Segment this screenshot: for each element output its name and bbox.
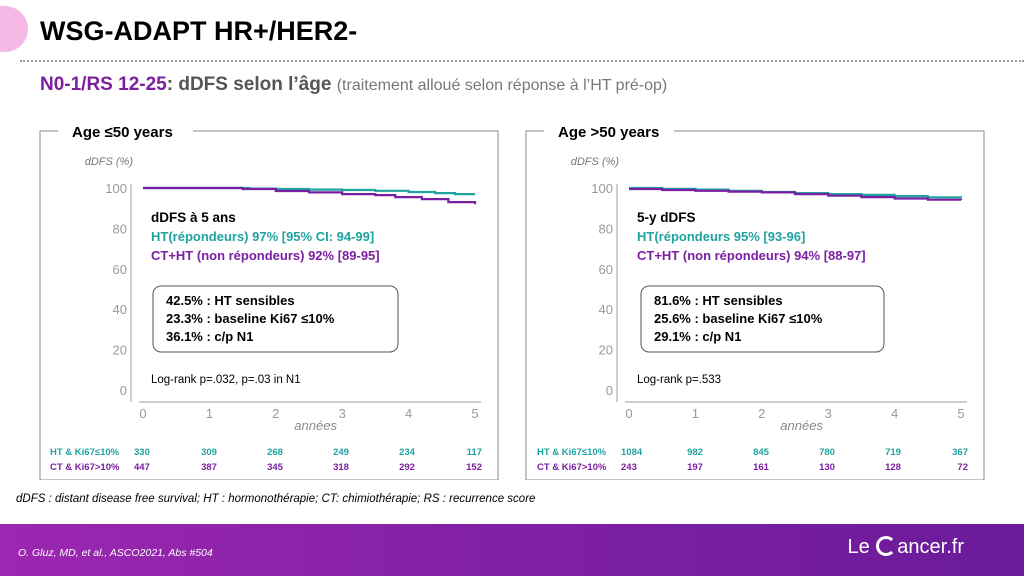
y-tick-label: 80 bbox=[113, 221, 127, 236]
c-circle-icon bbox=[876, 536, 897, 556]
subgroup-box bbox=[152, 285, 399, 353]
panel-title: Age >50 years bbox=[558, 124, 659, 141]
title-divider bbox=[20, 60, 1024, 62]
y-tick-label: 0 bbox=[120, 383, 127, 398]
risk-row-label: HT & Ki67≤10% bbox=[50, 447, 120, 458]
risk-value: 845 bbox=[753, 447, 770, 458]
risk-value: 130 bbox=[819, 462, 835, 473]
x-tick-label: 1 bbox=[692, 406, 699, 421]
panel-title: Age ≤50 years bbox=[72, 124, 173, 141]
y-tick-label: 40 bbox=[599, 302, 613, 317]
subgroup-box bbox=[640, 285, 885, 353]
subtitle-population: N0-1/RS 12-25 bbox=[40, 74, 167, 95]
risk-value: 345 bbox=[267, 462, 284, 473]
y-tick-label: 60 bbox=[599, 262, 613, 277]
footnote: dDFS : distant disease free survival; HT… bbox=[16, 493, 536, 505]
x-tick-label: 3 bbox=[339, 406, 346, 421]
risk-value: 719 bbox=[885, 447, 901, 458]
risk-value: 447 bbox=[134, 462, 150, 473]
subgroup-line: 36.1% : c/p N1 bbox=[166, 329, 253, 344]
y-tick-label: 0 bbox=[606, 383, 613, 398]
panel-frame bbox=[39, 130, 499, 480]
y-tick-label: 20 bbox=[113, 343, 127, 358]
y-tick-label: 100 bbox=[591, 181, 613, 196]
risk-value: 367 bbox=[952, 447, 968, 458]
slide-subtitle: N0-1/RS 12-25: dDFS selon l’âge (traitem… bbox=[40, 74, 667, 96]
annotation-heading: 5-y dDFS bbox=[637, 210, 696, 225]
lecancer-logo: Le ancer.fr bbox=[847, 536, 964, 559]
reference-text: O. Gluz, MD, et al., ASCO2021, Abs #504 bbox=[18, 547, 213, 559]
subtitle-topic: : dDFS selon l’âge bbox=[166, 74, 332, 95]
risk-value: 243 bbox=[621, 462, 637, 473]
x-tick-label: 4 bbox=[891, 406, 898, 421]
panel-title-backdrop bbox=[58, 121, 193, 141]
logrank-text: Log-rank p=.533 bbox=[637, 374, 721, 386]
x-tick-label: 4 bbox=[405, 406, 412, 421]
km-curve-ct bbox=[143, 186, 477, 205]
y-tick-label: 60 bbox=[113, 262, 127, 277]
x-tick-label: 3 bbox=[825, 406, 832, 421]
x-tick-label: 0 bbox=[139, 406, 146, 421]
subgroup-line: 23.3% : baseline Ki67 ≤10% bbox=[166, 311, 335, 326]
footer-bar bbox=[0, 524, 1024, 576]
logo-text-left: Le bbox=[847, 536, 870, 558]
risk-value: 1084 bbox=[621, 447, 643, 458]
annotation-ct-result: CT+HT (non répondeurs) 94% [88-97] bbox=[637, 248, 866, 263]
annotation-ht-result: HT(répondeurs) 97% [95% CI: 94-99] bbox=[151, 229, 374, 244]
risk-value: 982 bbox=[687, 447, 703, 458]
subgroup-line: 25.6% : baseline Ki67 ≤10% bbox=[654, 311, 823, 326]
x-tick-label: 2 bbox=[758, 406, 765, 421]
logo-text-right: ancer.fr bbox=[897, 536, 964, 558]
annotation-ht-result: HT(répondeurs 95% [93-96] bbox=[637, 229, 805, 244]
risk-value: 249 bbox=[333, 447, 349, 458]
risk-value: 387 bbox=[201, 462, 217, 473]
x-axis-label: années bbox=[780, 418, 823, 433]
y-axis-label: dDFS (%) bbox=[85, 156, 134, 168]
risk-row-label: HT & Ki67≤10% bbox=[537, 447, 607, 458]
risk-value: 268 bbox=[267, 447, 283, 458]
y-tick-label: 40 bbox=[113, 302, 127, 317]
subgroup-line: 29.1% : c/p N1 bbox=[654, 329, 741, 344]
panel-frame bbox=[525, 130, 985, 480]
panel-title-backdrop bbox=[544, 121, 674, 141]
risk-row-label: CT & Ki67>10% bbox=[50, 462, 120, 473]
x-tick-label: 5 bbox=[471, 406, 478, 421]
y-axis-label: dDFS (%) bbox=[571, 156, 620, 168]
y-tick-label: 80 bbox=[599, 221, 613, 236]
risk-value: 234 bbox=[399, 447, 416, 458]
risk-value: 309 bbox=[201, 447, 217, 458]
risk-value: 161 bbox=[753, 462, 770, 473]
subtitle-note: (traitement alloué selon réponse à l’HT … bbox=[336, 77, 668, 94]
risk-value: 780 bbox=[819, 447, 835, 458]
annotation-ct-result: CT+HT (non répondeurs) 92% [89-95] bbox=[151, 248, 380, 263]
risk-value: 292 bbox=[399, 462, 415, 473]
risk-value: 197 bbox=[687, 462, 703, 473]
risk-value: 330 bbox=[134, 447, 150, 458]
x-tick-label: 1 bbox=[206, 406, 213, 421]
x-axis-label: années bbox=[294, 418, 337, 433]
x-tick-label: 0 bbox=[625, 406, 632, 421]
logrank-text: Log-rank p=.032, p=.03 in N1 bbox=[151, 374, 301, 386]
risk-value: 318 bbox=[333, 462, 349, 473]
risk-row-label: CT & Ki67>10% bbox=[537, 462, 607, 473]
subgroup-line: 81.6% : HT sensibles bbox=[654, 293, 783, 308]
x-tick-label: 2 bbox=[272, 406, 279, 421]
y-tick-label: 20 bbox=[599, 343, 613, 358]
slide-title: WSG-ADAPT HR+/HER2- bbox=[40, 16, 358, 46]
subgroup-line: 42.5% : HT sensibles bbox=[166, 293, 295, 308]
risk-value: 152 bbox=[466, 462, 482, 473]
risk-value: 128 bbox=[885, 462, 901, 473]
y-tick-label: 100 bbox=[105, 181, 127, 196]
annotation-heading: dDFS à 5 ans bbox=[151, 210, 236, 225]
risk-value: 117 bbox=[467, 447, 482, 458]
x-tick-label: 5 bbox=[957, 406, 964, 421]
km-curve-ct bbox=[629, 187, 963, 201]
risk-value: 72 bbox=[957, 462, 968, 473]
